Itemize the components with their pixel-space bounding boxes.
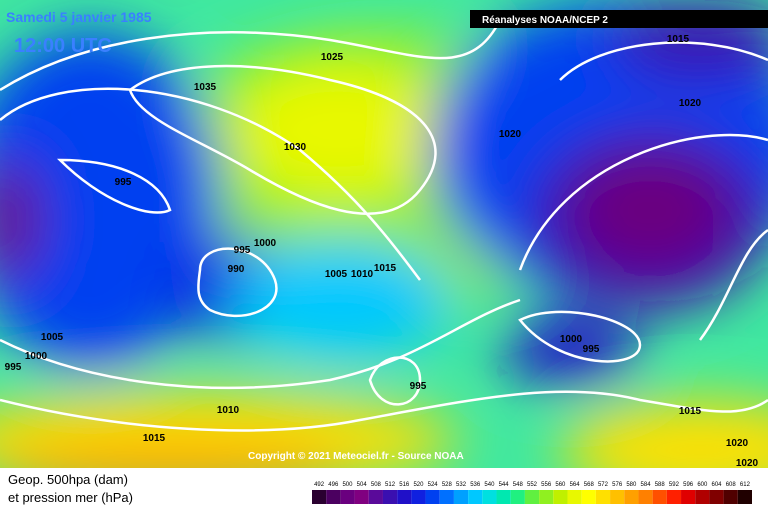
isobar-label: 1035 [194, 82, 217, 93]
field [0, 0, 768, 468]
legend-swatch [326, 490, 341, 504]
isobar-label: 1020 [726, 438, 749, 449]
legend-tick: 520 [413, 482, 424, 488]
legend-swatch [397, 490, 412, 504]
legend-swatch [581, 490, 596, 504]
legend-line: Geop. 500hpa (dam) [8, 472, 128, 487]
legend-swatch [453, 490, 469, 504]
legend-tick: 612 [740, 482, 751, 488]
legend-tick: 532 [456, 482, 467, 488]
date: Samedi 5 janvier 1985 [6, 9, 152, 25]
isobar-label: 1000 [25, 351, 48, 362]
legend-swatch [496, 490, 511, 504]
isobar-label: 1020 [679, 98, 702, 109]
time: 12:00 UTC [14, 35, 112, 57]
legend-swatch [666, 490, 682, 504]
isobar-label: 1020 [736, 458, 759, 469]
legend-tick: 492 [314, 482, 325, 488]
isobar-label: 1015 [143, 433, 166, 444]
legend-tick: 608 [726, 482, 737, 488]
isobar-label: 1005 [325, 269, 348, 280]
legend-tick: 540 [484, 482, 495, 488]
legend-tick: 584 [641, 482, 652, 488]
legend-tick: 572 [598, 482, 609, 488]
copyright: Copyright © 2021 Meteociel.fr - Source N… [248, 451, 464, 462]
legend-swatch [567, 490, 582, 504]
legend-swatch [312, 490, 327, 504]
legend-swatch [624, 490, 639, 504]
legend-tick: 604 [712, 482, 723, 488]
legend-tick: 504 [357, 482, 368, 488]
isobar-label: 995 [5, 362, 22, 373]
legend-tick: 544 [499, 482, 510, 488]
legend-swatch [709, 490, 724, 504]
isobar-label: 995 [234, 245, 251, 256]
isobar-label: 1010 [217, 405, 240, 416]
legend-swatch [695, 490, 710, 504]
legend-swatch [553, 490, 568, 504]
legend-swatch [354, 490, 369, 504]
legend-swatch [610, 490, 625, 504]
legend-swatch [681, 490, 696, 504]
legend-tick: 556 [541, 482, 552, 488]
legend-tick: 496 [328, 482, 339, 488]
isobar-label: 1000 [560, 334, 583, 345]
isobar-label: 995 [115, 177, 132, 188]
source: Réanalyses NOAA/NCEP 2 [482, 15, 608, 26]
isobar-label: 1005 [41, 332, 64, 343]
isobar-label: 1015 [374, 263, 397, 274]
legend-tick: 516 [399, 482, 410, 488]
isobar-label: 1030 [284, 142, 307, 153]
legend-swatch [638, 490, 653, 504]
legend-tick: 588 [655, 482, 666, 488]
isobar-label: 1010 [351, 269, 374, 280]
isobar-label: 1015 [667, 34, 690, 45]
legend-tick: 508 [371, 482, 382, 488]
legend-swatch [411, 490, 426, 504]
legend-swatch [737, 490, 752, 504]
legend-line: et pression mer (hPa) [8, 490, 133, 505]
legend-tick: 568 [584, 482, 595, 488]
legend-tick: 580 [626, 482, 637, 488]
isobar-label: 995 [583, 344, 600, 355]
legend-swatch [340, 490, 355, 504]
legend-tick: 500 [342, 482, 353, 488]
legend-swatch [524, 490, 540, 504]
legend-swatch [439, 490, 454, 504]
legend-tick: 576 [612, 482, 623, 488]
isobar-label: 1000 [254, 238, 277, 249]
legend-swatch [539, 490, 554, 504]
legend-tick: 600 [697, 482, 708, 488]
legend-tick: 564 [570, 482, 581, 488]
legend-tick: 596 [683, 482, 694, 488]
legend-tick: 548 [513, 482, 524, 488]
legend-swatch [510, 490, 525, 504]
legend-swatch [368, 490, 383, 504]
legend-swatch [595, 490, 611, 504]
legend-swatch [482, 490, 497, 504]
isobar-label: 1015 [679, 406, 702, 417]
legend-swatch [425, 490, 440, 504]
legend-swatch [382, 490, 398, 504]
legend-swatch [468, 490, 483, 504]
isobar-label: 1020 [499, 129, 522, 140]
legend-tick: 524 [428, 482, 439, 488]
legend-tick: 552 [527, 482, 538, 488]
legend-tick: 512 [385, 482, 396, 488]
legend-swatch [652, 490, 667, 504]
isobar-label: 1025 [321, 52, 344, 63]
legend-tick: 560 [555, 482, 566, 488]
legend-tick: 536 [470, 482, 481, 488]
legend-swatch [723, 490, 738, 504]
isobar-label: 990 [228, 264, 245, 275]
isobar-label: 995 [410, 381, 427, 392]
legend-tick: 592 [669, 482, 680, 488]
legend-tick: 528 [442, 482, 453, 488]
